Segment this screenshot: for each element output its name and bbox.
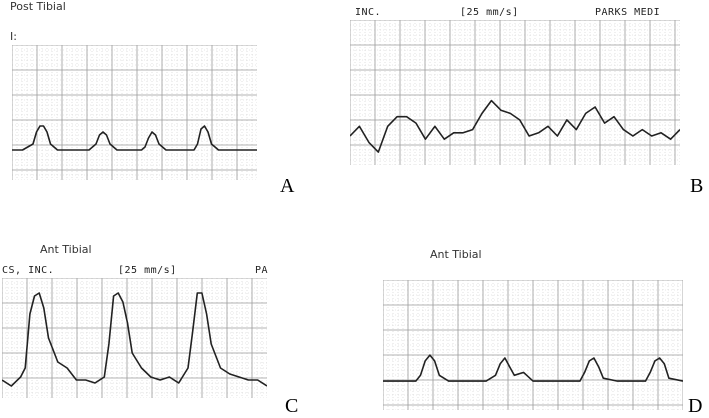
panel-b: INC. [25 mm/s] PARKS MEDI B xyxy=(345,0,709,205)
panel-a-caption: Post Tibial xyxy=(10,0,66,13)
panel-c: Ant Tibial CS, INC. [25 mm/s] PA C xyxy=(0,235,320,417)
panel-c-caption: Ant Tibial xyxy=(40,243,92,256)
panel-d: Ant Tibial D xyxy=(345,235,709,417)
panel-d-caption: Ant Tibial xyxy=(430,248,482,261)
panel-a-channel-mark: I: xyxy=(10,30,17,43)
panel-a-letter: A xyxy=(280,175,295,197)
panel-c-strip xyxy=(2,278,267,398)
waveform-trace xyxy=(383,354,683,382)
panel-b-header-center: [25 mm/s] xyxy=(460,7,519,18)
waveform-trace xyxy=(2,292,267,387)
panel-b-letter: B xyxy=(690,175,704,197)
panel-b-strip xyxy=(350,20,680,165)
panel-a-strip xyxy=(12,45,257,180)
panel-c-header-center: [25 mm/s] xyxy=(118,265,177,276)
panel-a: Post Tibial I: A xyxy=(0,0,320,205)
panel-c-header-left: CS, INC. xyxy=(2,265,55,276)
waveform-trace xyxy=(12,125,257,151)
panel-c-header-right: PA xyxy=(255,265,269,276)
panel-d-strip xyxy=(383,280,683,410)
panel-d-letter: D xyxy=(688,395,703,417)
panel-c-letter: C xyxy=(285,395,299,417)
panel-b-header-left: INC. xyxy=(355,7,382,18)
waveform-trace xyxy=(350,99,680,153)
panel-b-header-right: PARKS MEDI xyxy=(595,7,661,18)
